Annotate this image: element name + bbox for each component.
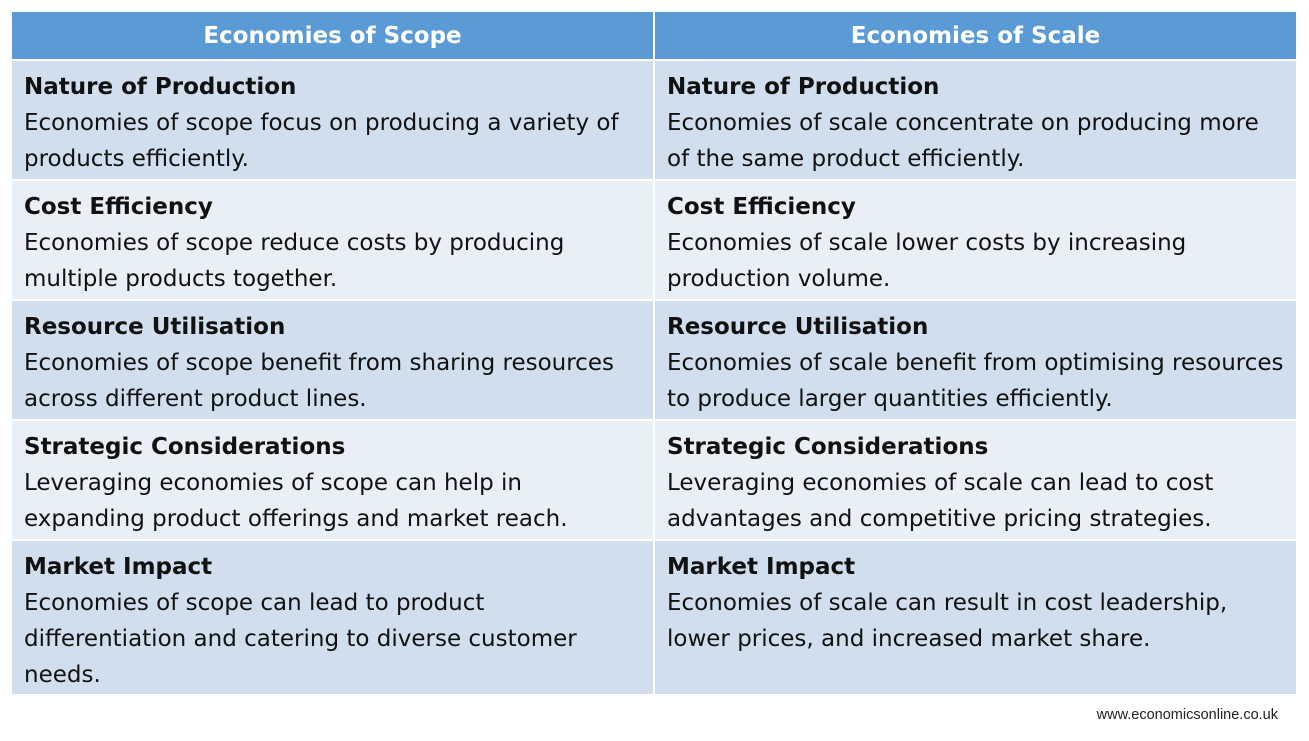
comparison-table: Economies of Scope Economies of Scale Na… <box>12 12 1296 694</box>
cell-text: Economies of scale concentrate on produc… <box>667 110 1259 172</box>
cell-scope-market-impact: Market Impact Economies of scope can lea… <box>12 541 653 694</box>
cell-scope-strategic-considerations: Strategic Considerations Leveraging econ… <box>12 421 653 539</box>
cell-text: Leveraging economies of scope can help i… <box>24 470 568 532</box>
cell-text: Economies of scope reduce costs by produ… <box>24 230 565 292</box>
cell-text: Economies of scale lower costs by increa… <box>667 230 1187 292</box>
cell-title: Nature of Production <box>24 74 297 100</box>
source-url: www.economicsonline.co.uk <box>1096 707 1278 723</box>
header-economies-of-scope: Economies of Scope <box>12 12 653 59</box>
cell-text: Leveraging economies of scale can lead t… <box>667 470 1214 532</box>
cell-title: Market Impact <box>667 554 856 580</box>
cell-scale-market-impact: Market Impact Economies of scale can res… <box>655 541 1296 694</box>
cell-scope-nature-of-production: Nature of Production Economies of scope … <box>12 61 653 179</box>
cell-title: Strategic Considerations <box>24 434 346 460</box>
cell-text: Economies of scope benefit from sharing … <box>24 350 614 412</box>
cell-scale-strategic-considerations: Strategic Considerations Leveraging econ… <box>655 421 1296 539</box>
cell-title: Resource Utilisation <box>667 314 929 340</box>
cell-title: Market Impact <box>24 554 213 580</box>
cell-scale-nature-of-production: Nature of Production Economies of scale … <box>655 61 1296 179</box>
cell-scope-resource-utilisation: Resource Utilisation Economies of scope … <box>12 301 653 419</box>
cell-title: Nature of Production <box>667 74 940 100</box>
header-economies-of-scale: Economies of Scale <box>655 12 1296 59</box>
cell-title: Cost Efficiency <box>24 194 213 220</box>
cell-title: Cost Efficiency <box>667 194 856 220</box>
cell-scope-cost-efficiency: Cost Efficiency Economies of scope reduc… <box>12 181 653 299</box>
cell-scale-resource-utilisation: Resource Utilisation Economies of scale … <box>655 301 1296 419</box>
cell-title: Resource Utilisation <box>24 314 286 340</box>
cell-text: Economies of scale benefit from optimisi… <box>667 350 1284 412</box>
cell-title: Strategic Considerations <box>667 434 989 460</box>
cell-text: Economies of scale can result in cost le… <box>667 590 1228 652</box>
cell-text: Economies of scope can lead to product d… <box>24 590 577 688</box>
cell-scale-cost-efficiency: Cost Efficiency Economies of scale lower… <box>655 181 1296 299</box>
cell-text: Economies of scope focus on producing a … <box>24 110 619 172</box>
